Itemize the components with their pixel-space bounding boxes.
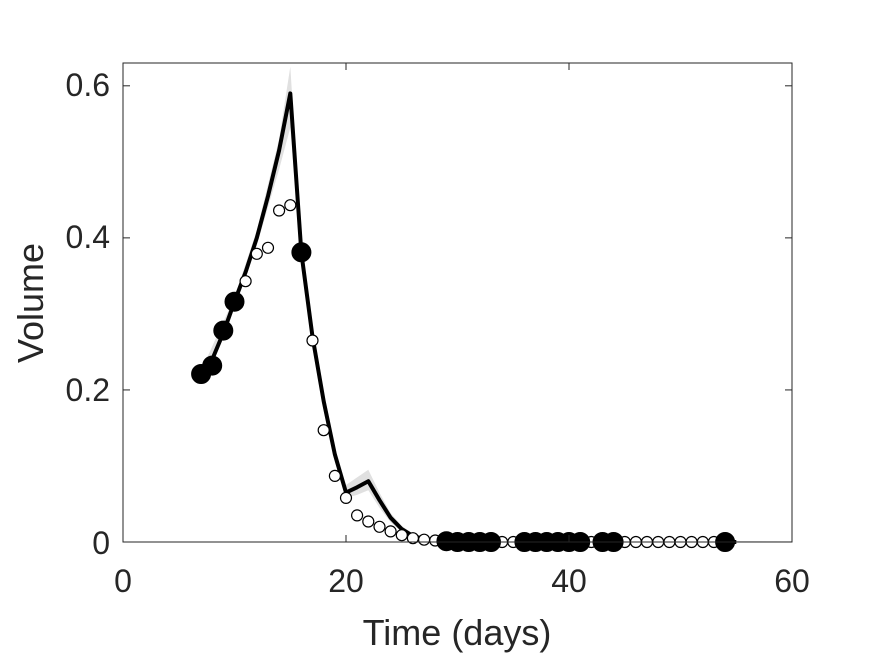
open-data-point xyxy=(250,247,263,260)
open-data-point xyxy=(328,469,341,482)
axis-ticks xyxy=(122,63,793,543)
open-data-point xyxy=(317,424,330,437)
plot-area xyxy=(191,66,793,552)
filled-data-point xyxy=(291,242,312,263)
open-data-point xyxy=(261,241,275,254)
y-axis-label: Volume xyxy=(10,243,51,363)
open-data-point xyxy=(384,525,397,538)
x-tick-label-20: 20 xyxy=(328,563,364,599)
y-tick-label-0.4: 0.4 xyxy=(66,219,110,255)
open-data-point xyxy=(284,199,297,212)
x-tick-label-0: 0 xyxy=(114,563,132,599)
filled-data-point xyxy=(224,291,245,312)
open-data-point xyxy=(362,515,375,528)
x-tick-label-40: 40 xyxy=(551,563,587,599)
open-data-point xyxy=(339,491,353,504)
open-data-point xyxy=(239,275,252,288)
y-tick-label-0: 0 xyxy=(92,525,110,561)
y-tick-label-0.2: 0.2 xyxy=(66,372,110,408)
filled-data-point xyxy=(202,355,223,376)
x-axis-label: Time (days) xyxy=(363,612,552,653)
open-data-point xyxy=(306,334,319,347)
y-tick-label-0.6: 0.6 xyxy=(66,67,110,103)
open-data-point xyxy=(373,520,386,533)
open-data-point xyxy=(273,204,286,217)
open-data-point xyxy=(395,529,408,542)
open-data-point xyxy=(418,533,431,546)
axes-box xyxy=(122,62,793,543)
filled-data-point xyxy=(213,320,234,341)
open-data-point xyxy=(351,509,364,522)
x-tick-label-60: 60 xyxy=(774,563,810,599)
